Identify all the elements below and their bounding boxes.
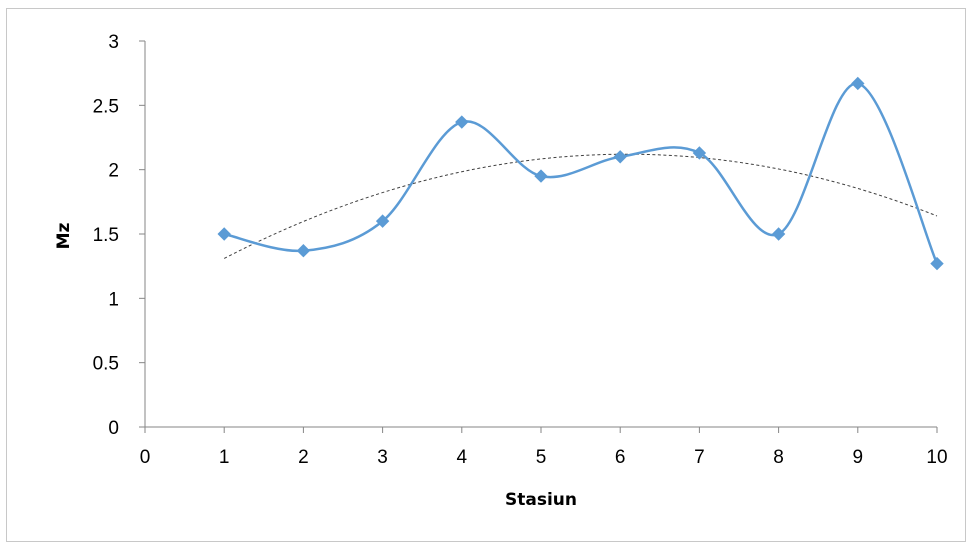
y-tick-label: 0.5 — [93, 354, 119, 375]
series — [223, 82, 939, 265]
trendline-path — [223, 153, 938, 259]
x-tick-label: 8 — [773, 447, 784, 468]
axes — [139, 40, 938, 433]
chart-area — [6, 8, 966, 542]
tick-labels: 0 0.5 1 1.5 2 2.5 3 0 1 2 3 4 5 6 7 8 9 10 — [93, 32, 948, 468]
x-tick-label: 0 — [140, 447, 151, 468]
data-point-marker — [692, 146, 707, 160]
data-point-marker — [771, 227, 786, 241]
x-tick-label: 2 — [298, 447, 309, 468]
y-tick-label: 2.5 — [93, 96, 119, 117]
data-point-marker — [613, 150, 627, 164]
x-axis-title: Stasiun — [505, 490, 577, 510]
data-point-marker — [375, 214, 390, 228]
trendline — [223, 153, 938, 259]
x-tick-label: 10 — [926, 447, 947, 468]
data-point-marker — [534, 169, 548, 183]
data-point-marker — [930, 256, 944, 271]
y-tick-label: 1 — [108, 289, 119, 310]
data-point-marker — [217, 227, 231, 241]
x-tick-label: 7 — [694, 447, 705, 468]
data-point-marker — [455, 115, 469, 129]
x-tick-label: 5 — [536, 447, 547, 468]
y-tick-label: 3 — [108, 32, 119, 53]
x-tick-label: 6 — [615, 447, 626, 468]
data-point-marker — [851, 76, 865, 91]
x-tick-label: 1 — [219, 447, 230, 468]
y-tick-label: 2 — [108, 161, 119, 182]
x-tick-label: 9 — [853, 447, 864, 468]
y-axis-title: Mz — [54, 222, 74, 249]
x-tick-label: 4 — [457, 447, 468, 468]
x-tick-label: 3 — [377, 447, 388, 468]
y-tick-label: 1.5 — [93, 225, 119, 246]
data-point-marker — [296, 244, 311, 258]
y-tick-label: 0 — [108, 418, 119, 439]
data-markers — [217, 76, 944, 271]
series-line — [223, 82, 939, 265]
